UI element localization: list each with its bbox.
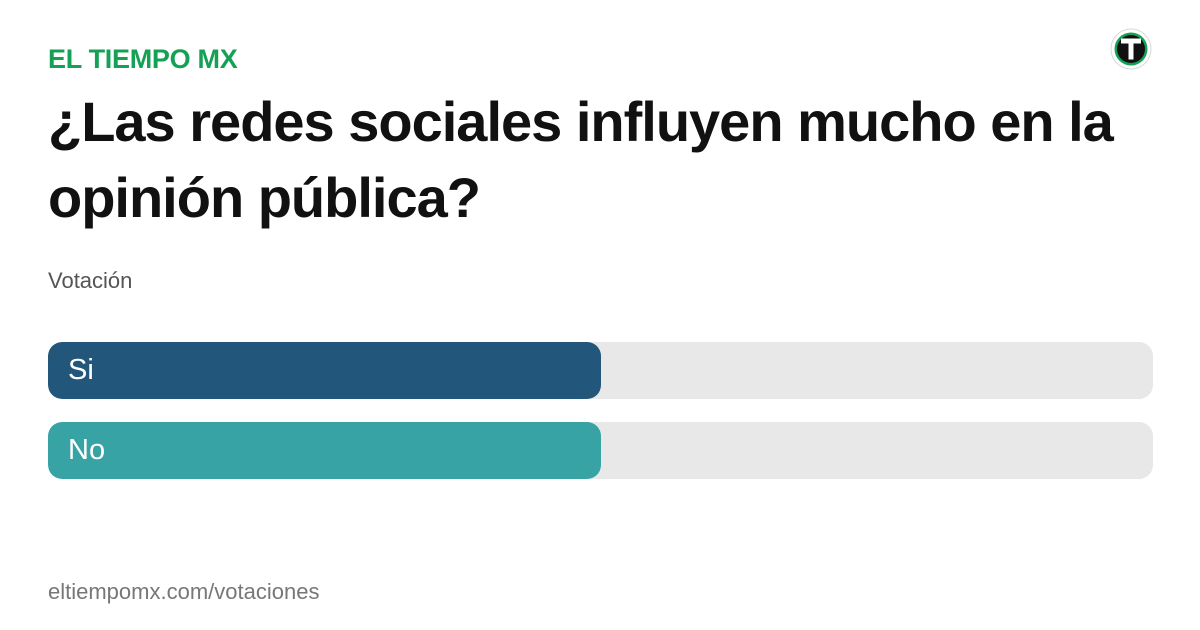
brand-logo-icon bbox=[1110, 28, 1152, 70]
poll-option-no-label: No bbox=[68, 434, 106, 466]
poll-option-no-fill bbox=[48, 422, 601, 479]
poll-option-si-label: Si bbox=[68, 354, 94, 386]
poll-option-si-fill bbox=[48, 342, 601, 399]
poll-option-si[interactable]: Si bbox=[48, 342, 1153, 399]
poll-subtitle: Votación bbox=[48, 268, 133, 293]
poll-question: ¿Las redes sociales influyen mucho en la… bbox=[48, 90, 1114, 229]
poll-option-no[interactable]: No bbox=[48, 422, 1153, 479]
footer-url[interactable]: eltiempomx.com/votaciones bbox=[48, 579, 320, 604]
brand-name: EL TIEMPO MX bbox=[48, 44, 238, 74]
